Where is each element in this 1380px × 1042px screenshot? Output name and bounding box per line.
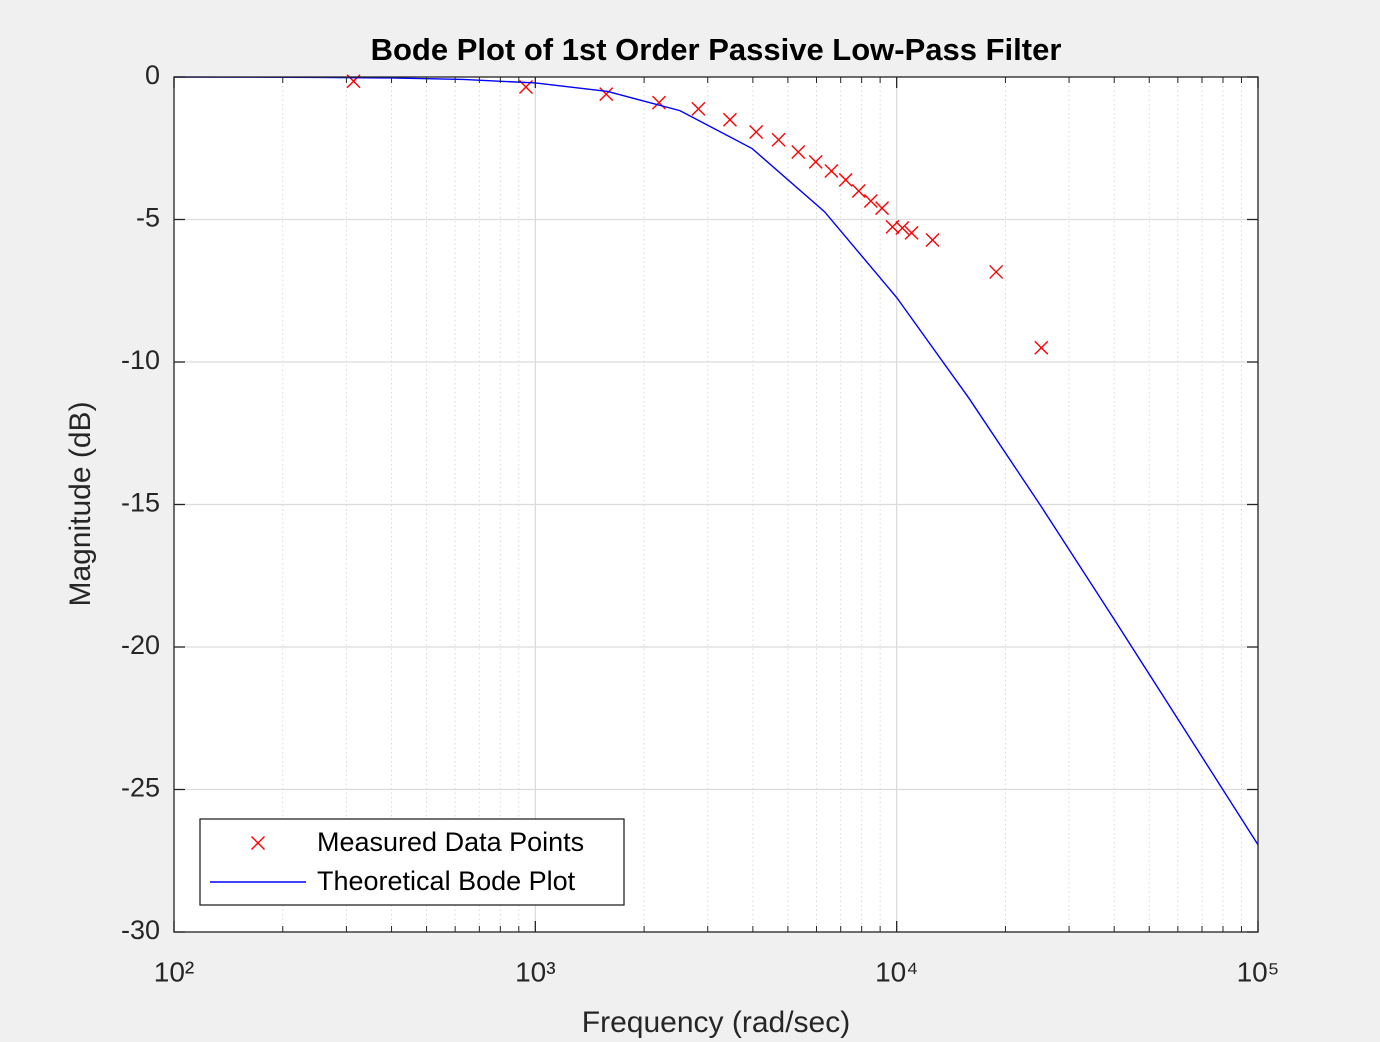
- chart-title: Bode Plot of 1st Order Passive Low-Pass …: [371, 32, 1062, 67]
- line: [173, 76, 1259, 846]
- y-tick-label: -20: [121, 630, 160, 660]
- marker: [863, 193, 878, 208]
- marker: [749, 125, 764, 139]
- marker: [904, 225, 919, 240]
- marker: [651, 95, 666, 110]
- marker: [808, 154, 823, 169]
- legend-marker: [251, 836, 265, 850]
- ticks: 10² 10³ 10⁴ 10⁵ -30 -25 -20 -15 -10 -5 0: [121, 60, 1279, 987]
- y-tick-label: -15: [121, 488, 160, 518]
- y-tick-label: 0: [145, 60, 160, 90]
- x-tick-label: 10³: [515, 956, 555, 987]
- marker: [691, 101, 706, 116]
- marker: [771, 132, 786, 147]
- marker: [791, 144, 806, 159]
- y-axis-label: Magnitude (dB): [64, 401, 97, 606]
- legend-label: Theoretical Bode Plot: [317, 866, 576, 896]
- y-tick-label: -25: [121, 773, 160, 803]
- marker: [851, 184, 866, 198]
- y-tick-label: -5: [136, 203, 160, 233]
- y-tick-label: -30: [121, 915, 160, 945]
- x-tick-label: 10²: [154, 956, 194, 987]
- x-axis-label: Frequency (rad/sec): [582, 1006, 850, 1039]
- marks: [173, 74, 1259, 846]
- marker: [824, 164, 839, 179]
- marker: [925, 233, 940, 248]
- marker: [895, 221, 910, 236]
- x-tick-label: 10⁴: [875, 956, 918, 987]
- y-tick-label: -10: [121, 345, 160, 375]
- marker: [838, 172, 853, 187]
- marker: [599, 87, 614, 102]
- marker: [1034, 340, 1049, 355]
- marker: [722, 112, 737, 127]
- legend-label: Measured Data Points: [317, 827, 584, 857]
- marker: [875, 201, 890, 216]
- legend-box: [199, 818, 625, 906]
- x-tick-label: 10⁵: [1237, 956, 1280, 987]
- legend: Measured Data Points Theoretical Bode Plo…: [199, 818, 625, 906]
- marker: [989, 264, 1004, 279]
